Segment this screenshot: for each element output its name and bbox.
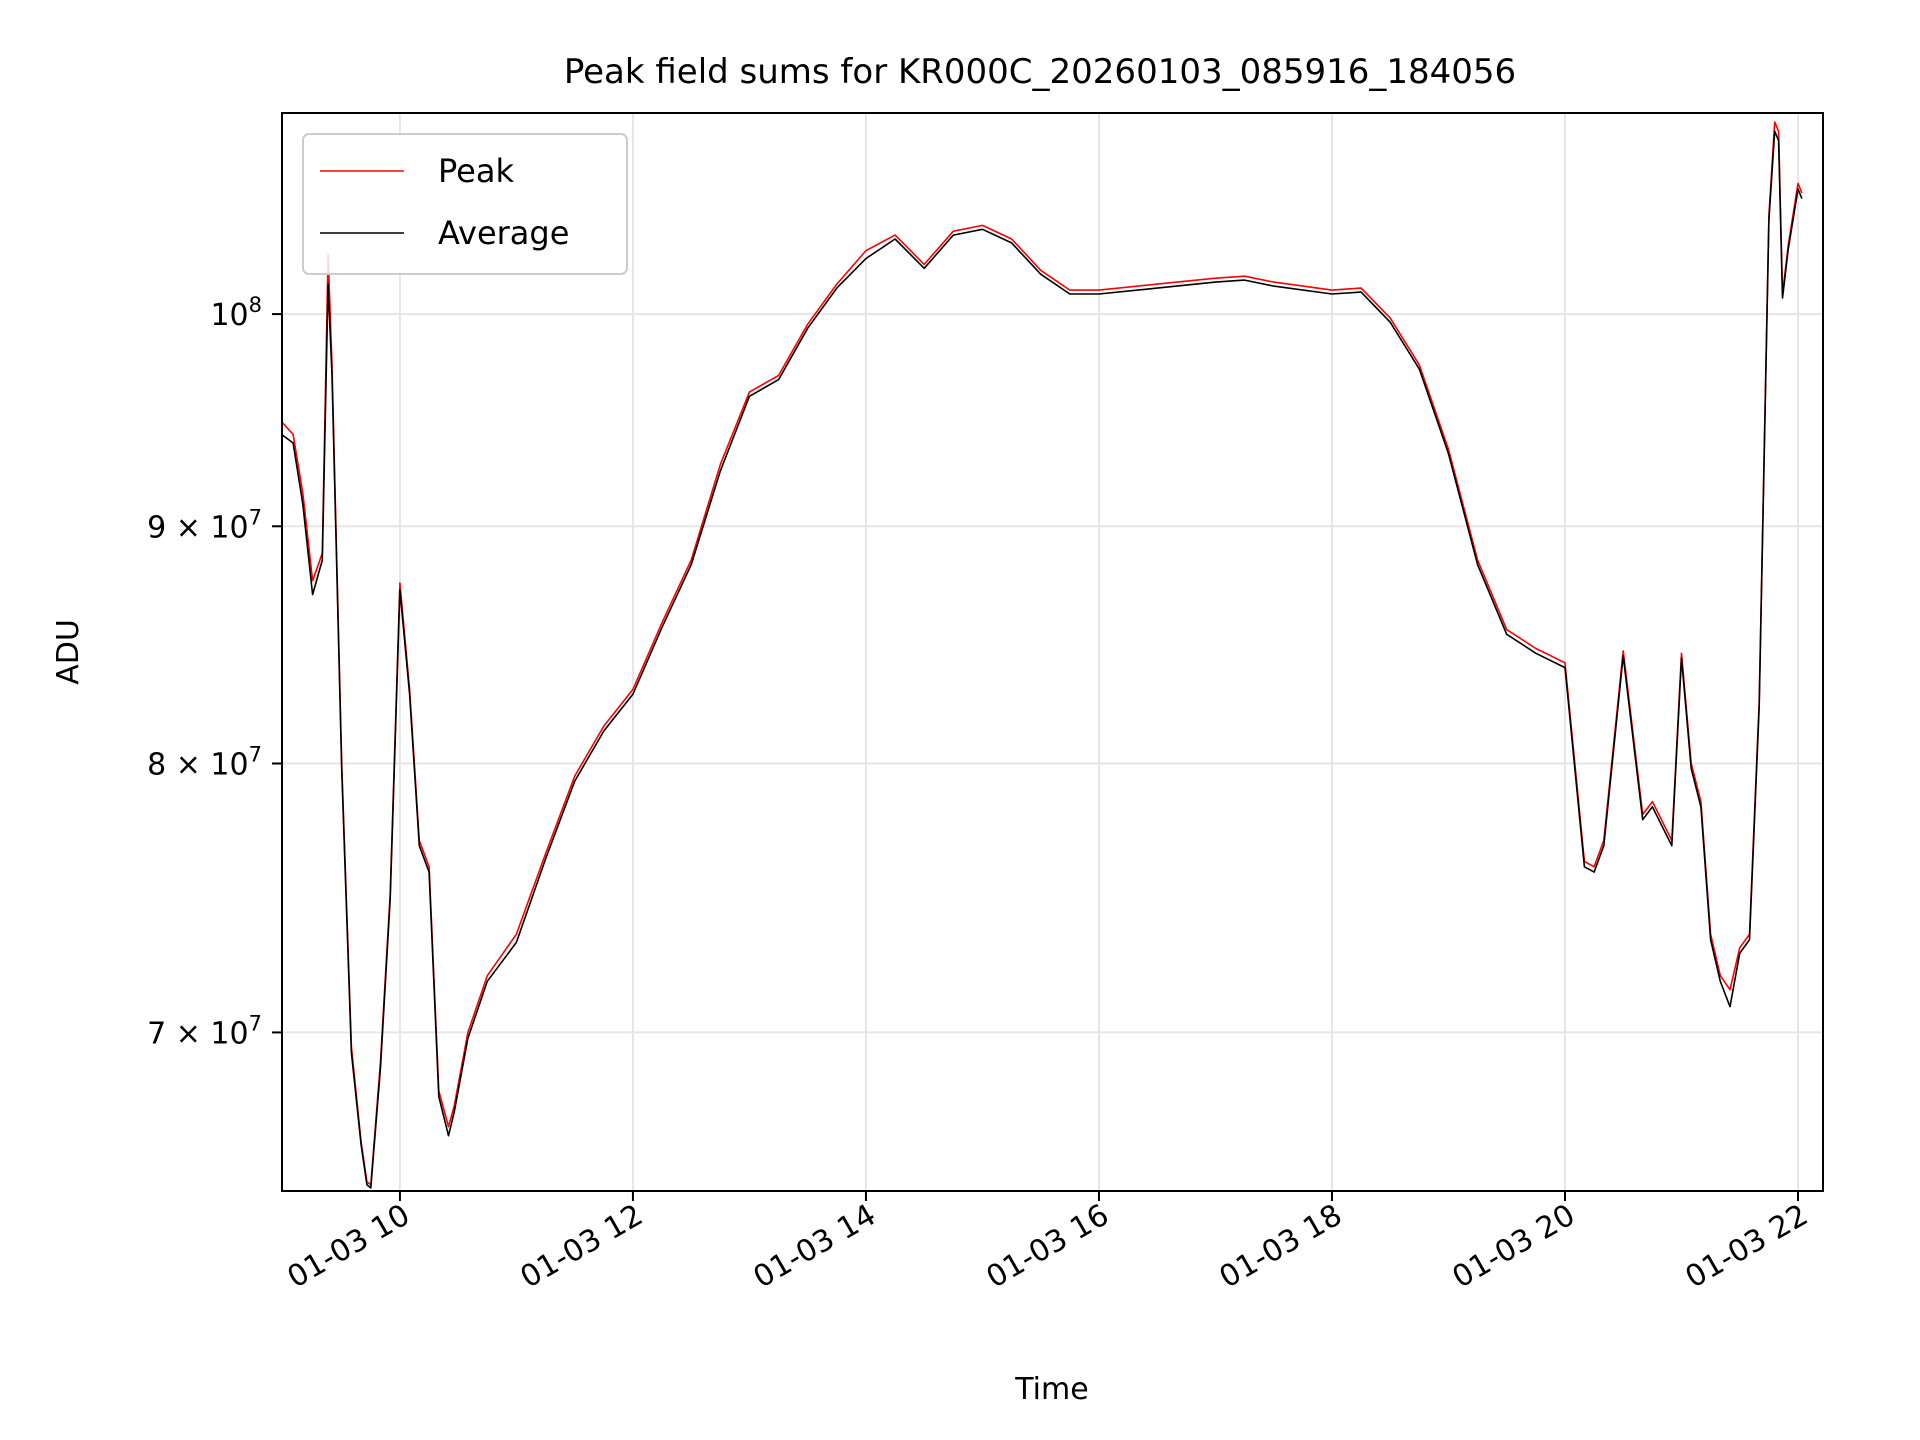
chart-title: Peak field sums for KR000C_20260103_0859… <box>564 52 1516 92</box>
y-tick-label-1: 8 × 107 <box>147 742 262 782</box>
x-axis-label: Time <box>1014 1372 1088 1407</box>
legend-box <box>302 133 628 275</box>
legend: Peak Average <box>302 133 628 275</box>
y-axis-label: ADU <box>51 619 86 685</box>
y-tick-label-0: 7 × 107 <box>147 1011 262 1051</box>
grid <box>282 113 1823 1191</box>
legend-label-average: Average <box>438 214 569 252</box>
y-tick-label-3: 108 <box>210 293 262 333</box>
y-axis: 7 × 107 8 × 107 9 × 107 108 <box>147 293 282 1051</box>
y-tick-label-2: 9 × 107 <box>147 505 262 545</box>
series-line-average <box>281 130 1803 1189</box>
plot-lines <box>280 121 1803 1189</box>
legend-label-peak: Peak <box>438 152 514 190</box>
plot-frame <box>281 112 1824 1192</box>
